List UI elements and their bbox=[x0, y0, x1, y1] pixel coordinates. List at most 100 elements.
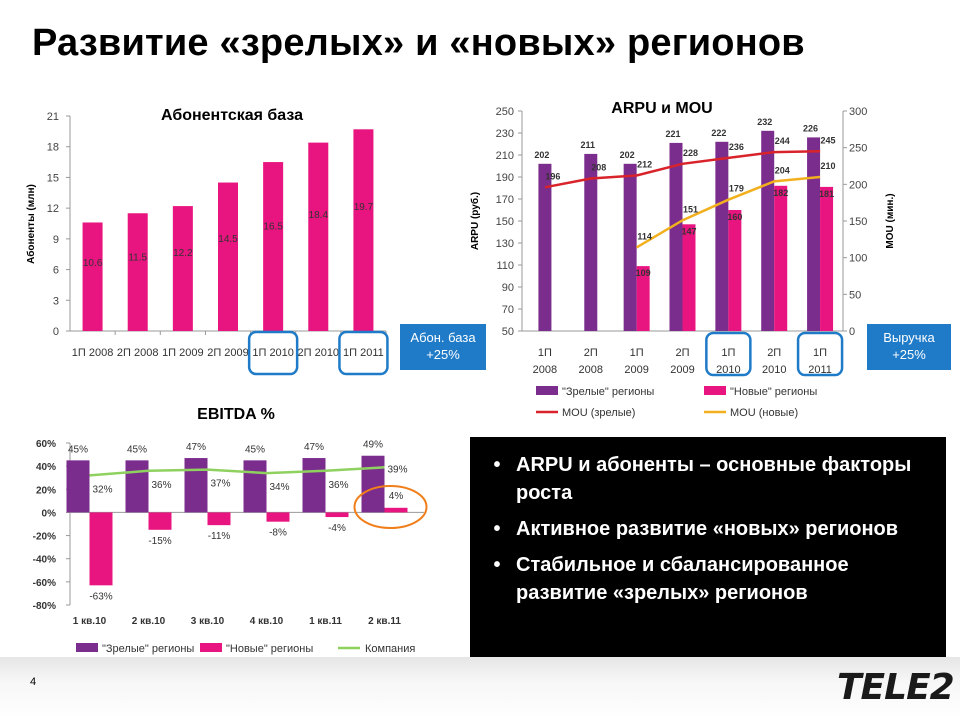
key-point-text: Активное развитие «новых» регионов bbox=[516, 518, 899, 540]
mature-ebitda-label: 49% bbox=[363, 440, 383, 451]
highlight-circle bbox=[353, 485, 428, 529]
legend-label: "Новые" регионы bbox=[226, 643, 313, 655]
legend-label: "Новые" регионы bbox=[730, 386, 817, 398]
category-label: 1 кв.10 bbox=[73, 616, 107, 627]
footer-band bbox=[0, 657, 960, 720]
revenue-growth-callout-label: Выручка bbox=[883, 330, 935, 345]
mature-ebitda-label: 45% bbox=[68, 444, 88, 455]
company-ebitda-label: 36% bbox=[328, 480, 348, 491]
y-tick-label: 21 bbox=[47, 111, 59, 123]
new-arpu-label: 109 bbox=[636, 268, 651, 278]
mou-new-line-label: 151 bbox=[683, 204, 698, 214]
y2-tick-label: 200 bbox=[849, 179, 867, 191]
category-label: 1П 2008 bbox=[72, 347, 114, 359]
category-label: 2 кв.11 bbox=[368, 616, 401, 627]
y-axis-label: ARPU (руб.) bbox=[469, 192, 481, 250]
new-arpu-bar bbox=[774, 185, 788, 331]
bullet-icon: • bbox=[493, 518, 501, 540]
y2-tick-label: 300 bbox=[849, 106, 867, 118]
mature-arpu-label: 202 bbox=[534, 150, 549, 160]
new-arpu-bar bbox=[636, 266, 650, 331]
y-tick-label: 15 bbox=[47, 172, 59, 184]
y-tick-label: 0 bbox=[53, 326, 59, 338]
category-label: 1П 2010 bbox=[252, 347, 294, 359]
new-ebitda-label: 4% bbox=[389, 491, 404, 502]
subs-value-label: 19.7 bbox=[354, 202, 374, 213]
ebitda-chart: EBITDA % 60% 40% 20% 0% -20% -40% -60% -80% 45% -6… bbox=[33, 406, 428, 655]
subscriber-base-chart: Абонентская база Абоненты (млн) 0 3 6 9 12 15 18… bbox=[25, 107, 389, 376]
slide-title: Развитие «зрелых» и «новых» регионов bbox=[32, 22, 805, 64]
category-label: 3 кв.10 bbox=[191, 616, 225, 627]
y-tick-label: 110 bbox=[496, 260, 514, 272]
mature-arpu-bar bbox=[715, 141, 729, 331]
highlight-frame bbox=[796, 331, 844, 377]
bullet-icon: • bbox=[493, 554, 501, 576]
y-tick-label: 9 bbox=[53, 234, 59, 246]
chart-title: Абонентская база bbox=[161, 107, 303, 124]
y2-tick-label: 150 bbox=[849, 216, 867, 228]
category-label: 1П bbox=[813, 347, 827, 359]
category-label: 2009 bbox=[624, 364, 648, 376]
key-point: • Стабильное и сбалансированное развитие … bbox=[478, 551, 928, 607]
new-arpu-bar bbox=[728, 210, 742, 331]
new-arpu-label: 147 bbox=[681, 226, 696, 236]
legend-label: "Зрелые" регионы bbox=[562, 386, 654, 398]
y-tick-label: -80% bbox=[33, 601, 56, 612]
highlight-frame bbox=[705, 331, 752, 377]
mature-arpu-label: 232 bbox=[757, 117, 772, 127]
revenue-growth-callout-value: +25% bbox=[892, 347, 926, 362]
mou-mature-line-label: 212 bbox=[637, 160, 652, 170]
y-tick-label: 70 bbox=[502, 304, 514, 316]
legend-swatch bbox=[704, 386, 726, 395]
key-point: • ARPU и абоненты – основные факторы рост… bbox=[478, 451, 928, 507]
y-tick-label: -20% bbox=[33, 532, 56, 543]
tele2-logo: TELE2 bbox=[837, 667, 955, 708]
company-ebitda-label: 37% bbox=[210, 479, 230, 490]
new-ebitda-label: -4% bbox=[328, 523, 346, 534]
subs-bar bbox=[263, 162, 284, 331]
y-tick-label: -40% bbox=[33, 555, 56, 566]
y2-axis-label: MOU (мин.) bbox=[885, 193, 896, 248]
key-point: • Активное развитие «новых» регионов bbox=[478, 515, 928, 543]
mou-new-line-label: 179 bbox=[729, 184, 744, 194]
y-tick-label: 50 bbox=[502, 326, 514, 338]
arpu-mou-chart: ARPU и MOU ARPU (руб.) MOU (мин.) 50 70 90 110… bbox=[469, 100, 896, 419]
y-axis-label: Абоненты (млн) bbox=[25, 184, 37, 264]
company-ebitda-line bbox=[89, 466, 385, 477]
legend-label: MOU (зрелые) bbox=[562, 407, 635, 419]
mature-arpu-label: 222 bbox=[711, 128, 726, 138]
mou-mature-line bbox=[544, 150, 821, 189]
legend-label: Компания bbox=[365, 643, 415, 655]
y-tick-label: 190 bbox=[496, 172, 514, 184]
subs-growth-callout-label: Абон. база bbox=[410, 330, 476, 345]
mature-ebitda-label: 45% bbox=[245, 444, 265, 455]
mature-arpu-label: 202 bbox=[620, 150, 635, 160]
subs-bar bbox=[172, 206, 193, 331]
new-ebitda-label: -11% bbox=[208, 531, 231, 542]
mou-mature-line-label: 244 bbox=[775, 136, 790, 146]
category-label: 1П 2011 bbox=[343, 347, 384, 359]
page-number: 4 bbox=[30, 676, 37, 688]
mou-new-line-label: 210 bbox=[821, 161, 836, 171]
y2-tick-label: 100 bbox=[849, 253, 867, 265]
y-tick-label: 150 bbox=[496, 216, 514, 228]
mature-arpu-bar bbox=[761, 130, 775, 331]
category-label: 1П 2009 bbox=[162, 347, 204, 359]
mou-mature-line-label: 228 bbox=[683, 148, 698, 158]
y-tick-label: 3 bbox=[53, 295, 59, 307]
new-arpu-label: 160 bbox=[727, 212, 742, 222]
subs-value-label: 14.5 bbox=[218, 234, 238, 245]
chart-title: EBITDA % bbox=[197, 406, 275, 423]
mature-arpu-label: 221 bbox=[665, 129, 680, 139]
mature-arpu-label: 211 bbox=[581, 140, 596, 150]
mature-ebitda-label: 47% bbox=[304, 442, 324, 453]
mature-ebitda-bar bbox=[302, 458, 326, 513]
y-tick-label: 12 bbox=[47, 203, 59, 215]
subs-bar bbox=[353, 129, 374, 331]
new-ebitda-label: -15% bbox=[148, 536, 171, 547]
mature-arpu-bar bbox=[623, 163, 637, 331]
legend-swatch bbox=[536, 386, 558, 395]
y-tick-label: 250 bbox=[496, 106, 514, 118]
mature-arpu-bar bbox=[538, 163, 552, 331]
new-ebitda-bar bbox=[89, 512, 113, 586]
